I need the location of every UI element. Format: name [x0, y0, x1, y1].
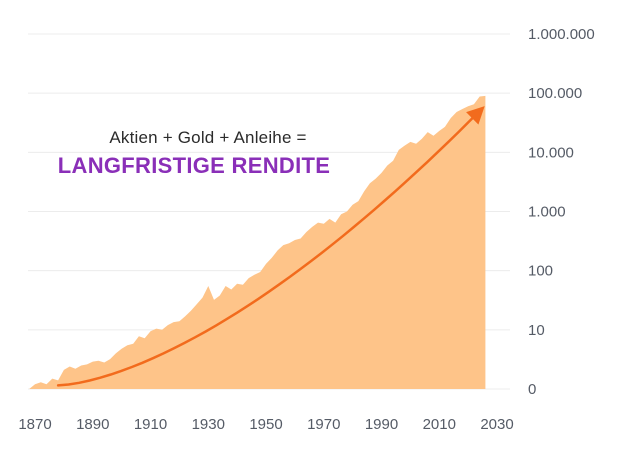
- y-tick-label: 0: [528, 381, 536, 398]
- x-tick-label: 1910: [134, 416, 167, 433]
- y-tick-label: 10: [528, 322, 545, 339]
- area-series-0: [29, 95, 486, 390]
- y-tick-label: 100: [528, 263, 553, 280]
- y-tick-label: 100.000: [528, 85, 582, 102]
- trend-arrow-layer: [56, 106, 485, 387]
- y-tick-label: 10.000: [528, 144, 574, 161]
- x-tick-label: 1990: [365, 416, 398, 433]
- x-axis: 1870 1890 1910 1930 1950 1970 1990 2010 2030: [18, 416, 513, 433]
- x-tick-label: 1970: [307, 416, 340, 433]
- x-tick-label: 1870: [18, 416, 51, 433]
- x-tick-label: 1930: [192, 416, 225, 433]
- trend-arrow: [56, 106, 485, 387]
- y-tick-label: 1.000: [528, 204, 566, 221]
- y-axis: 0 10 100 1.000 10.000 100.000 1.000.000: [528, 26, 595, 398]
- annotation-line1: Aktien + Gold + Anleihe =: [109, 128, 307, 147]
- x-tick-label: 1950: [249, 416, 282, 433]
- area-series-layer: [29, 95, 486, 390]
- x-tick-label: 2030: [480, 416, 513, 433]
- y-tick-label: 1.000.000: [528, 26, 595, 43]
- annotation-line2: LANGFRISTIGE RENDITE: [57, 153, 331, 178]
- x-tick-label: 2010: [423, 416, 456, 433]
- x-tick-label: 1890: [76, 416, 109, 433]
